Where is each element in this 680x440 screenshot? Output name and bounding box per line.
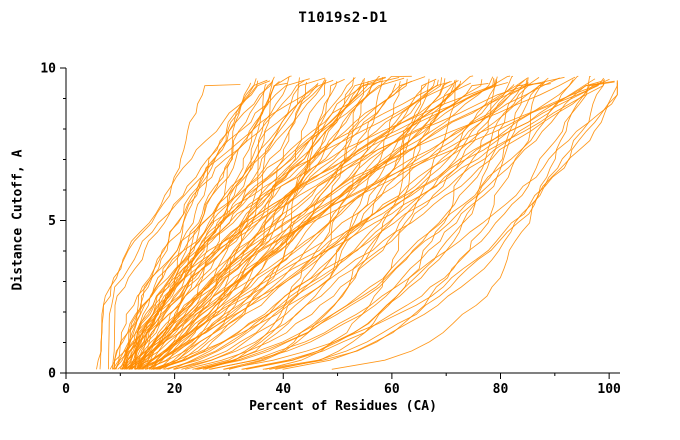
gdt-curve <box>146 83 397 370</box>
gdt-curve <box>202 81 401 370</box>
gdt-curve <box>228 83 454 370</box>
gdt-curve <box>146 77 528 370</box>
gdt-curve <box>282 81 546 370</box>
gdt-curve <box>269 78 605 370</box>
gdt-curve <box>96 84 241 370</box>
gdt-curve <box>124 77 300 370</box>
gdt-curve <box>162 77 549 370</box>
gdt-curve <box>164 80 456 370</box>
gdt-curve <box>141 77 405 370</box>
y-tick-label: 0 <box>48 367 56 382</box>
gdt-curve <box>184 75 514 370</box>
gdt-curve <box>142 79 364 370</box>
gdt-curve <box>140 83 427 370</box>
gdt-curve <box>139 82 544 370</box>
gdt-curve <box>115 78 310 370</box>
gdt-curve <box>138 77 387 370</box>
gdt-curve <box>130 76 565 370</box>
gdt-curve <box>262 82 618 370</box>
gdt-curve <box>210 81 618 370</box>
gdt-curve <box>128 77 355 370</box>
gdt-curve <box>124 80 459 370</box>
gdt-curve <box>158 78 596 370</box>
gdt-curve <box>154 77 560 370</box>
gdt-curve <box>128 75 511 370</box>
gdt-curve <box>113 80 369 370</box>
gdt-curve <box>167 80 498 370</box>
gdt-curve <box>208 83 551 370</box>
gdt-curve <box>143 82 599 370</box>
gdt-curve <box>197 80 615 370</box>
gdt-curve <box>192 76 400 370</box>
gdt-curve <box>174 79 525 370</box>
gdt-curve <box>131 83 267 370</box>
gdt-curve <box>129 77 326 370</box>
gdt-curve <box>174 78 446 370</box>
gdt-curve <box>135 78 408 370</box>
x-tick-label: 20 <box>167 382 183 397</box>
x-tick-label: 80 <box>493 382 509 397</box>
gdt-curve <box>204 77 383 370</box>
gdt-curve <box>275 76 498 370</box>
gdt-curve <box>144 78 610 370</box>
chart-title: T1019s2-D1 <box>298 10 388 26</box>
gdt-curve <box>107 79 334 370</box>
gdt-curve <box>124 76 426 370</box>
x-axis-label: Percent of Residues (CA) <box>249 399 437 414</box>
gdt-curve <box>156 81 338 370</box>
gdt-curve <box>151 77 540 370</box>
gdt-curve <box>138 79 496 370</box>
gdt-curve <box>120 81 274 370</box>
x-tick-label: 0 <box>62 382 70 397</box>
gdt-curve <box>242 75 591 370</box>
y-axis-label: Distance Cutoff, A <box>10 149 26 291</box>
gdt-curve <box>134 75 412 370</box>
gdt-curve <box>223 80 618 370</box>
x-tick-label: 60 <box>384 382 400 397</box>
gdt-curve <box>111 76 275 370</box>
gdt-curve <box>153 81 603 370</box>
gdt-curve <box>128 77 529 370</box>
gdt-curve <box>99 80 271 370</box>
gdt-curve <box>197 79 574 370</box>
gdt-curve <box>152 82 376 370</box>
gdt-curve <box>139 77 443 370</box>
axes-layer: 0 20 40 60 80 100 0 5 10 <box>40 62 621 398</box>
gdt-curve <box>121 75 380 370</box>
gdt-curve <box>125 80 305 370</box>
gdt-curve <box>150 81 308 370</box>
y-tick-label: 10 <box>40 62 56 77</box>
x-tick-label: 100 <box>597 382 621 397</box>
gdt-curve <box>135 77 605 370</box>
gdt-curve <box>130 80 413 370</box>
gdt-curve <box>331 81 615 370</box>
gdt-curve <box>159 83 605 370</box>
y-tick-label: 5 <box>48 214 56 229</box>
curves-layer <box>96 75 618 370</box>
gdt-curve <box>139 76 494 370</box>
gdt-curve <box>223 78 430 370</box>
gdt-curve <box>122 76 289 370</box>
gdt-curve <box>195 83 536 370</box>
gdt-curve <box>131 82 363 370</box>
x-tick-label: 40 <box>275 382 291 397</box>
gdt-curve <box>172 75 579 370</box>
gdt-curve <box>241 82 529 370</box>
gdt-curve <box>125 79 274 370</box>
gdt-curve <box>133 77 495 370</box>
